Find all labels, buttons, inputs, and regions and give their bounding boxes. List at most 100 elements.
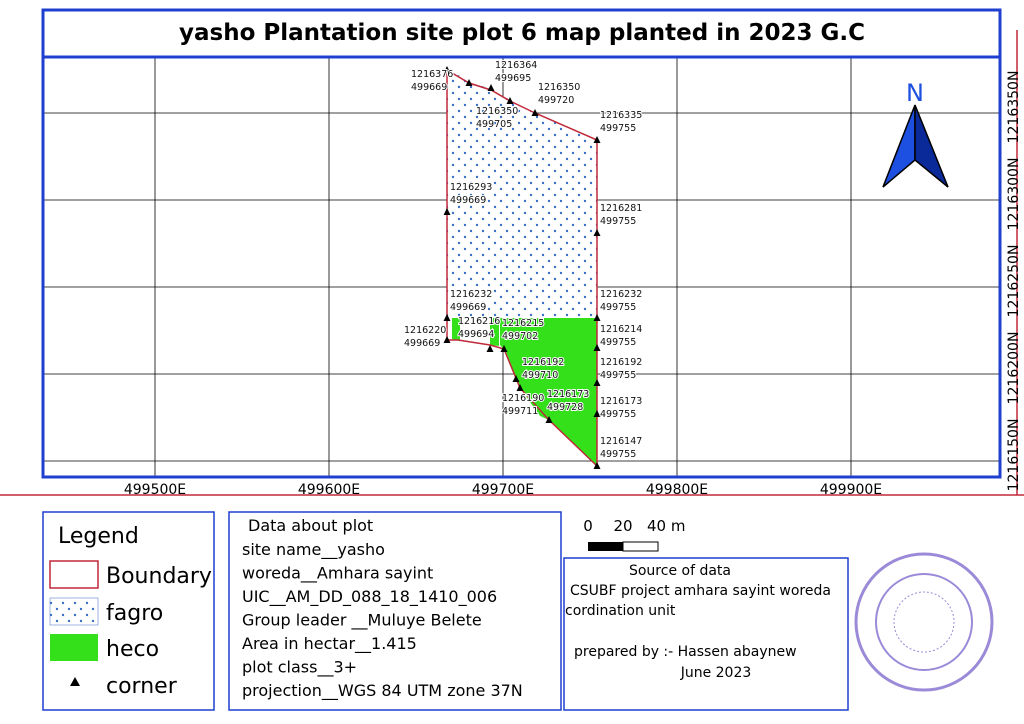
plot-data-line: UIC__AM_DD_088_18_1410_006 [242, 587, 497, 607]
corner-northing: 1216216 [458, 316, 500, 327]
corner-easting: 499755 [600, 302, 636, 313]
corner-marker [443, 66, 451, 73]
corner-northing: 1216281 [600, 203, 642, 214]
corner-easting: 499755 [600, 370, 636, 381]
corner-marker [465, 79, 473, 86]
corner-northing: 1216350 [538, 82, 580, 93]
corner-northing: 1216293 [450, 182, 492, 193]
corner-northing: 1216364 [495, 60, 537, 71]
corner-marker [593, 136, 601, 143]
map-border [41, 55, 1002, 479]
corner-northing: 1216350 [476, 106, 518, 117]
corner-northing: 1216335 [600, 110, 642, 121]
corner-marker [593, 229, 601, 236]
corner-easting: 499755 [600, 449, 636, 460]
corner-marker [593, 344, 601, 351]
corner-marker [506, 97, 514, 104]
corner-northing: 1216220 [404, 325, 446, 336]
scale-label: 20 [613, 517, 632, 535]
corner-easting: 499694 [458, 329, 494, 340]
corner-northing: 1216376 [411, 69, 453, 80]
corner-marker [443, 314, 451, 321]
x-grid-label: 499900E [820, 482, 882, 498]
x-grid-label: 499500E [124, 482, 186, 498]
corner-northing: 1216232 [450, 289, 492, 300]
heco-area [490, 318, 499, 346]
map-frame: 1216376 499669 1216364 499695 1216350 499705 1… [43, 57, 1000, 477]
corner-easting: 499695 [495, 73, 531, 84]
boundary [446, 68, 598, 468]
source-box [563, 557, 849, 711]
plot-data-line: plot class__3+ [242, 658, 357, 678]
corner-easting: 499755 [600, 216, 636, 227]
legend-swatch-fagro [49, 597, 99, 626]
corner-northing: 1216232 [600, 289, 642, 300]
corner-easting: 499720 [538, 95, 574, 106]
plot-data-box [228, 511, 562, 711]
plot-data-line: woreda__Amhara sayint [242, 564, 433, 584]
source-line: cordination unit [565, 603, 676, 619]
corner-marker [531, 109, 539, 116]
plot-data: Data about plot site name__yasho woreda__… [242, 516, 523, 701]
x-grid-label: 499600E [298, 482, 360, 498]
y-grid-label: 1216150N [1006, 419, 1022, 492]
y-grid-label: 1216250N [1006, 245, 1022, 318]
north-arrow: N [882, 79, 949, 188]
plot-data-line: Group leader __Muluye Belete [242, 611, 482, 631]
corner-marker [545, 416, 553, 423]
corner-marker [487, 84, 495, 91]
corner-marker [593, 462, 601, 469]
corner-northing: 1216192 [600, 357, 642, 368]
corner-northing: 1216173 [600, 396, 642, 407]
x-grid-label: 499800E [646, 482, 708, 498]
corner-marker [593, 379, 601, 386]
y-grid-label: 1216350N [1006, 71, 1022, 144]
corner-marker [486, 345, 494, 352]
legend-label: fagro [106, 601, 163, 626]
scale-bar: 0 20 40 m [583, 517, 685, 552]
heco-area [500, 318, 597, 466]
corner-marker [443, 208, 451, 215]
plot-data-title: Data about plot [248, 516, 373, 535]
title-box [41, 8, 1002, 59]
plot-data-line: Area in hectar__1.415 [242, 634, 417, 654]
map-title: yasho Plantation site plot 6 map planted… [179, 20, 865, 46]
legend-swatch-corner [70, 677, 80, 686]
corner-easting: 499702 [502, 331, 538, 342]
corner-easting: 499755 [600, 409, 636, 420]
corner-easting: 499755 [600, 337, 636, 348]
legend-swatch-heco [50, 634, 98, 661]
stamp [854, 552, 994, 692]
x-grid-label: 499700E [472, 482, 534, 498]
legend-label: Boundary [106, 564, 212, 589]
plot-data-line: site name__yasho [242, 540, 385, 560]
corner-northing: 1216215 [502, 318, 544, 329]
prepared-by: prepared by :- Hassen abaynew [574, 644, 797, 660]
corner-easting: 499669 [450, 195, 486, 206]
date: June 2023 [680, 665, 752, 681]
corner-northing: 1216192 [522, 357, 564, 368]
corner-easting: 499705 [476, 119, 512, 130]
plot-data-line: projection__WGS 84 UTM zone 37N [242, 681, 523, 701]
corner-northing: 1216147 [600, 436, 642, 447]
north-label: N [906, 79, 924, 107]
legend-title: Legend [58, 524, 139, 549]
corner-marker [512, 375, 520, 382]
legend-label: heco [106, 637, 159, 662]
legend-label: corner [106, 674, 178, 699]
corner-easting: 499669 [404, 338, 440, 349]
corner-northing: 1216190 [502, 393, 544, 404]
fagro-area [447, 70, 597, 318]
corner-easting: 499710 [522, 370, 558, 381]
corner-easting: 499728 [547, 402, 583, 413]
corner-marker [443, 336, 451, 343]
corner-northing: 1216214 [600, 324, 642, 335]
y-grid-label: 1216200N [1006, 332, 1022, 405]
corner-marker [593, 410, 601, 417]
corner-marker [500, 345, 508, 352]
source-title: Source of data [629, 563, 731, 579]
scale-label: 40 m [647, 517, 685, 535]
scale-label: 0 [583, 517, 593, 535]
corner-easting: 499669 [411, 82, 447, 93]
